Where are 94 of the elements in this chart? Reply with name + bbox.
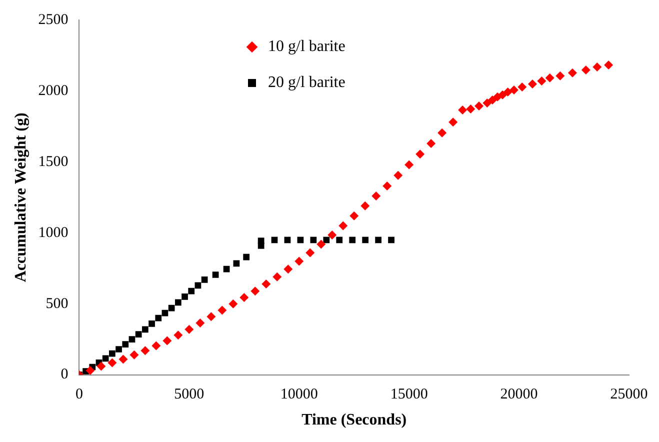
point [581,65,590,74]
point [518,82,527,92]
point [184,324,194,334]
legend-label: 20 g/l barite [268,74,346,91]
point [488,96,497,105]
y-tick-label: 0 [60,366,68,383]
point [152,341,161,350]
point [482,98,492,108]
point [448,118,458,127]
point [394,170,403,180]
point [102,355,109,362]
point [503,87,512,96]
y-tick-label: 1000 [38,224,68,241]
point [212,272,219,278]
point [604,60,614,70]
y-tick-label: 1500 [38,154,68,170]
point [438,128,447,138]
point [243,254,250,260]
point [328,230,337,240]
point [306,248,315,258]
point [128,336,136,342]
point [323,236,330,244]
point [168,304,175,312]
point [86,366,95,375]
point [108,358,117,368]
point [310,236,317,244]
point [130,350,139,360]
point [223,266,230,272]
point [404,160,414,170]
x-tick-label: 20000 [500,386,538,403]
point [349,236,356,244]
x-tick-label: 5000 [174,386,204,403]
point [294,256,304,266]
point [474,102,484,111]
point [142,326,148,333]
point [316,240,326,249]
point [545,73,554,82]
point [155,314,162,322]
point [240,292,249,302]
point [338,221,348,230]
point [122,341,129,348]
point [360,201,370,210]
point [556,71,565,80]
point [372,191,381,200]
point [116,346,122,352]
point [182,294,188,300]
point [350,211,359,220]
point [336,236,343,244]
point [174,330,183,340]
point [174,299,182,306]
point [284,264,293,274]
point [194,282,202,289]
point [466,104,476,114]
legend-label: 10 g/l barite [268,38,346,55]
point [262,279,271,288]
x-tick-label: 15000 [390,386,428,403]
x-tick-label: 25000 [610,386,648,403]
x-tick-label: 10000 [280,386,318,403]
point [388,236,394,244]
point [118,354,128,364]
point [140,346,150,356]
point [537,76,546,86]
point [362,236,368,244]
point [272,272,282,282]
point [250,286,260,296]
y-tick-label: 2500 [38,12,68,28]
point [218,306,227,315]
point [592,62,602,72]
point [416,150,425,159]
point [206,312,216,322]
point [382,182,392,191]
y-tick-label: 2000 [38,82,68,99]
x-axis-title: Time (Seconds) [302,412,407,429]
point [109,350,116,357]
point [188,288,195,294]
point [426,138,436,148]
point [135,331,142,338]
point [162,336,172,346]
point [375,236,382,244]
point [148,320,155,327]
point [258,238,264,244]
y-tick-label: 500 [46,296,68,312]
point [528,80,537,89]
point [96,362,106,371]
point [509,85,518,94]
y-axis-title: Accumulative Weight (g) [12,112,30,282]
point [228,299,238,308]
point [458,105,468,114]
point [201,276,208,283]
point [233,260,240,267]
point [196,318,205,328]
point [498,90,508,100]
point [568,68,577,78]
x-tick-label: 0 [75,386,83,403]
